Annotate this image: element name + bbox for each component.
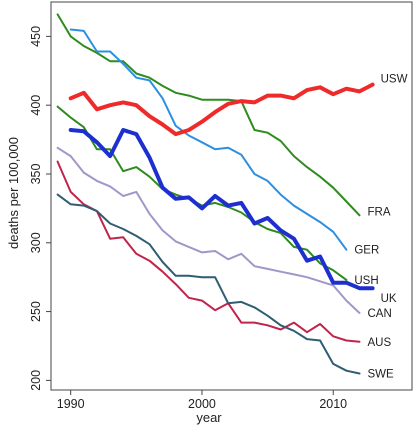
series-label-ger: GER (354, 245, 379, 257)
x-tick-label: 2010 (319, 397, 347, 411)
series-line-aus (56, 160, 361, 343)
series-label-fra: FRA (367, 206, 390, 218)
series-line-usw (68, 82, 375, 137)
y-axis-title: deaths per 100,000 (6, 137, 21, 249)
series-lines (56, 13, 375, 375)
series-line-can (56, 146, 361, 314)
y-tick-label: 400 (29, 95, 43, 116)
y-tick-label: 300 (29, 232, 43, 253)
series-line-ger (69, 28, 348, 251)
series-label-usw: USW (381, 74, 408, 86)
x-axis-title: year (196, 410, 222, 425)
y-axis: 200 250 300 350 400 450 (29, 26, 51, 391)
series-line-fra (56, 13, 361, 217)
x-tick-label: 1990 (57, 397, 85, 411)
series-label-can: CAN (367, 308, 391, 320)
series-line-swe (56, 193, 361, 375)
series-label-ush: USH (354, 275, 378, 287)
y-tick-label: 200 (29, 370, 43, 391)
x-axis: 1990 2000 2010 (57, 390, 347, 411)
plot-frame (50, 1, 413, 391)
series-label-uk: UK (381, 293, 397, 305)
series-label-aus: AUS (367, 337, 391, 349)
y-tick-label: 350 (29, 164, 43, 185)
x-tick-label: 2000 (188, 397, 216, 411)
y-tick-label: 250 (29, 301, 43, 322)
series-label-swe: SWE (367, 368, 394, 380)
series-line-uk (68, 128, 375, 291)
y-tick-label: 450 (29, 26, 43, 47)
